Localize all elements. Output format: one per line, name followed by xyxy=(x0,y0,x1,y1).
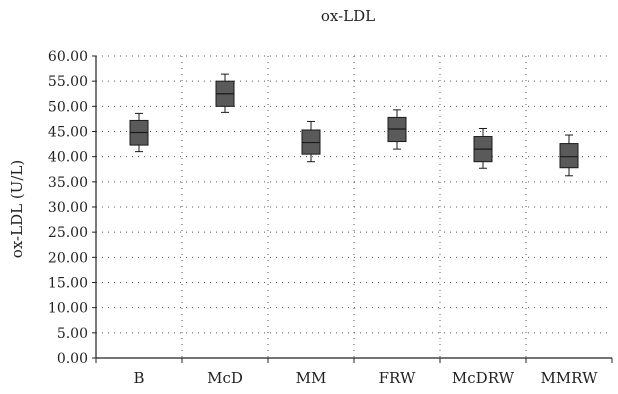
y-tick-label: 30.00 xyxy=(48,200,88,216)
y-tick-label: 55.00 xyxy=(48,74,88,90)
y-tick-label: 10.00 xyxy=(48,301,88,317)
box-iqr xyxy=(559,143,579,169)
x-tick-label: B xyxy=(133,369,144,387)
y-tick-label: 25.00 xyxy=(48,225,88,241)
x-tick-label: MM xyxy=(296,369,327,387)
y-tick-label: 60.00 xyxy=(48,49,88,65)
x-tick-label: FRW xyxy=(379,369,416,387)
y-tick-label: 15.00 xyxy=(48,276,88,292)
y-axis-label: ox-LDL (U/L) xyxy=(8,160,26,258)
y-tick-label: 40.00 xyxy=(48,150,88,166)
x-tick-label: MMRW xyxy=(540,369,598,387)
gridlines xyxy=(96,55,612,358)
box-mmrw xyxy=(559,134,579,177)
box-mm xyxy=(301,120,321,163)
x-tick-label: McDRW xyxy=(452,369,515,387)
box-mcdrw xyxy=(473,127,493,169)
box-b xyxy=(129,112,149,153)
y-tick-label: 50.00 xyxy=(48,99,88,115)
box-frw xyxy=(387,109,407,150)
boxes xyxy=(129,73,579,177)
x-tick-labels: B McD MM FRW McDRW MMRW xyxy=(133,369,598,387)
chart-title: ox-LDL xyxy=(321,7,375,25)
box-mcd xyxy=(215,73,235,113)
y-tick-label: 45.00 xyxy=(48,125,88,141)
y-tick-label: 5.00 xyxy=(57,326,88,342)
y-tick-label: 0.00 xyxy=(57,351,88,367)
y-tick-labels: 0.00 5.00 10.00 15.00 20.00 25.00 30.00 35.00 40… xyxy=(48,49,88,367)
x-tick-label: McD xyxy=(207,369,243,387)
y-tick-label: 20.00 xyxy=(48,250,88,266)
axes xyxy=(92,55,613,363)
y-tick-label: 35.00 xyxy=(48,175,88,191)
